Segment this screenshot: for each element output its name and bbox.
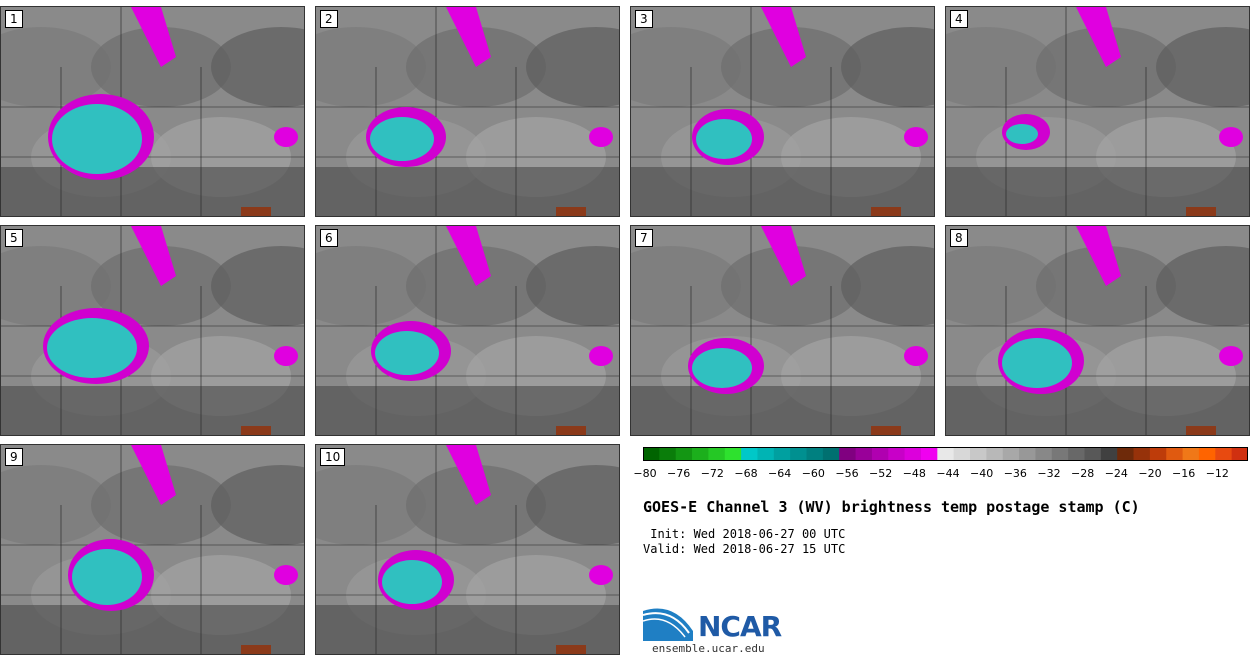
colorbar-tick-label: −12 xyxy=(1205,467,1229,480)
colorbar-swatch xyxy=(855,447,873,461)
water-vapor-map xyxy=(631,7,934,216)
colorbar-tick-label: −64 xyxy=(768,467,792,480)
map-panel-3: 3 xyxy=(630,6,935,217)
colorbar-swatch xyxy=(806,447,824,461)
colorbar-swatch xyxy=(888,447,906,461)
colorbar-tick-label: −32 xyxy=(1037,467,1061,480)
colorbar-swatch xyxy=(1035,447,1053,461)
colorbar-swatch xyxy=(1100,447,1118,461)
colorbar-swatch xyxy=(904,447,922,461)
panel-number-label: 8 xyxy=(950,229,968,247)
map-panel-8: 8 xyxy=(945,225,1250,436)
colorbar-tick-label: −40 xyxy=(970,467,994,480)
panel-number-label: 7 xyxy=(635,229,653,247)
colorbar-tick-label: −28 xyxy=(1071,467,1095,480)
colorbar-swatch xyxy=(1133,447,1151,461)
water-vapor-map xyxy=(946,226,1249,435)
map-panel-6: 6 xyxy=(315,225,620,436)
colorbar-swatch xyxy=(1182,447,1200,461)
map-panel-5: 5 xyxy=(0,225,305,436)
colorbar-tick-label: −20 xyxy=(1138,467,1162,480)
colorbar-swatch xyxy=(1215,447,1233,461)
init-time: Init: Wed 2018-06-27 00 UTC xyxy=(643,527,846,541)
colorbar-tick-label: −60 xyxy=(801,467,825,480)
colorbar-tick-label: −44 xyxy=(936,467,960,480)
colorbar-swatch xyxy=(871,447,889,461)
colorbar-swatch xyxy=(790,447,808,461)
colorbar-swatch xyxy=(986,447,1004,461)
water-vapor-map xyxy=(1,7,304,216)
colorbar-swatch xyxy=(1051,447,1069,461)
colorbar xyxy=(643,447,1248,461)
water-vapor-map xyxy=(1,226,304,435)
panel-number-label: 4 xyxy=(950,10,968,28)
panel-number-label: 5 xyxy=(5,229,23,247)
colorbar-swatch xyxy=(643,447,660,461)
ncar-logo xyxy=(643,608,693,641)
colorbar-tick-label: −24 xyxy=(1104,467,1128,480)
colorbar-tick-label: −80 xyxy=(633,467,657,480)
colorbar-swatch xyxy=(1117,447,1135,461)
map-panel-7: 7 xyxy=(630,225,935,436)
panel-number-label: 9 xyxy=(5,448,23,466)
colorbar-swatch xyxy=(1002,447,1020,461)
colorbar-tick-label: −16 xyxy=(1172,467,1196,480)
colorbar-swatch xyxy=(953,447,971,461)
colorbar-swatch xyxy=(692,447,709,461)
colorbar-tick-label: −56 xyxy=(835,467,859,480)
map-panel-4: 4 xyxy=(945,6,1250,217)
panel-number-label: 6 xyxy=(320,229,338,247)
colorbar-tick-label: −52 xyxy=(869,467,893,480)
colorbar-swatch xyxy=(741,447,758,461)
map-panel-10: 10 xyxy=(315,444,620,655)
colorbar-tick-label: −48 xyxy=(902,467,926,480)
colorbar-swatch xyxy=(1019,447,1036,461)
colorbar-swatch xyxy=(839,447,857,461)
water-vapor-map xyxy=(316,226,619,435)
figure-title: GOES-E Channel 3 (WV) brightness temp po… xyxy=(643,498,1140,516)
colorbar-swatch xyxy=(675,447,693,461)
water-vapor-map xyxy=(631,226,934,435)
panel-number-label: 1 xyxy=(5,10,23,28)
colorbar-tick-label: −72 xyxy=(700,467,724,480)
colorbar-swatch xyxy=(937,447,955,461)
colorbar-swatch xyxy=(970,447,987,461)
ncar-logo-text: NCAR xyxy=(698,610,782,643)
colorbar-swatch xyxy=(1166,447,1184,461)
colorbar-swatch xyxy=(773,447,791,461)
colorbar-swatch xyxy=(757,447,775,461)
water-vapor-map xyxy=(1,445,304,654)
colorbar-swatch xyxy=(1149,447,1167,461)
colorbar-swatch xyxy=(1068,447,1085,461)
colorbar-swatch xyxy=(1198,447,1216,461)
colorbar-swatch xyxy=(822,447,840,461)
colorbar-tick-label: −68 xyxy=(734,467,758,480)
map-panel-1: 1 xyxy=(0,6,305,217)
valid-time: Valid: Wed 2018-06-27 15 UTC xyxy=(643,542,846,556)
colorbar-swatch xyxy=(724,447,742,461)
colorbar-swatch xyxy=(920,447,938,461)
colorbar-tick-label: −36 xyxy=(1003,467,1027,480)
map-panel-2: 2 xyxy=(315,6,620,217)
water-vapor-map xyxy=(316,445,619,654)
colorbar-swatch xyxy=(708,447,726,461)
site-url: ensemble.ucar.edu xyxy=(652,642,765,655)
map-panel-9: 9 xyxy=(0,444,305,655)
panel-number-label: 2 xyxy=(320,10,338,28)
colorbar-swatch xyxy=(1231,447,1248,461)
colorbar-swatch xyxy=(1084,447,1102,461)
colorbar-tick-label: −76 xyxy=(667,467,691,480)
panel-number-label: 10 xyxy=(320,448,346,466)
colorbar-swatch xyxy=(659,447,677,461)
water-vapor-map xyxy=(946,7,1249,216)
panel-number-label: 3 xyxy=(635,10,653,28)
water-vapor-map xyxy=(316,7,619,216)
